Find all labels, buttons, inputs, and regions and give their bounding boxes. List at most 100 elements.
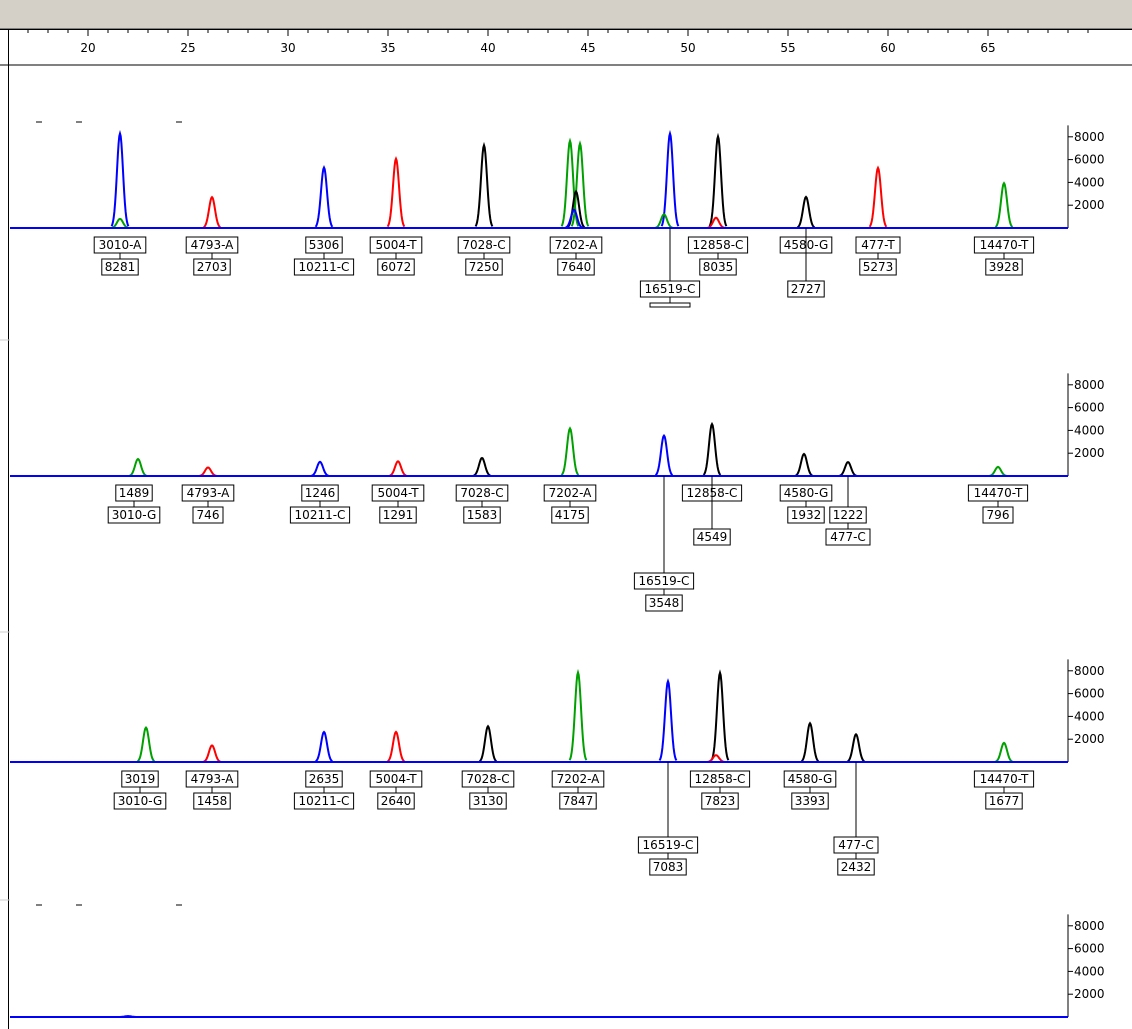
peak-label-text: 1932 — [791, 508, 822, 522]
peak-black — [710, 669, 730, 761]
peak-green — [655, 213, 673, 229]
y-tick-label: 6000 — [1074, 401, 1105, 415]
peak-label-box — [699, 258, 737, 276]
peak-black — [473, 456, 491, 477]
y-tick-label: 6000 — [1074, 942, 1105, 956]
peak-label-text: 4580-G — [784, 486, 829, 500]
peak-label-text: 5004-T — [377, 486, 419, 500]
peak-label-text: 1489 — [119, 486, 150, 500]
panels: 2000 4000 6000 8000 3010-A 8281 4793-A 2703 5306… — [0, 121, 1105, 1018]
peak-label-text: 1583 — [467, 508, 498, 522]
y-tick-label: 8000 — [1074, 378, 1105, 392]
peak-black — [796, 195, 816, 229]
peak-label-text: 16519-C — [643, 838, 694, 852]
ruler-tick-label: 20 — [80, 41, 95, 55]
peak-labels: 3019 3010-G 4793-A 1458 2635 10211-C 5004-T 264… — [113, 762, 1035, 876]
peak-label-text: 14470-T — [974, 486, 1023, 500]
peak-label-box — [859, 258, 897, 276]
peak-black — [847, 732, 865, 763]
peak-red — [389, 460, 407, 477]
peak-label-box — [649, 858, 687, 876]
y-tick-label: 4000 — [1074, 175, 1105, 189]
peak-label-text: 5004-T — [375, 772, 417, 786]
peak-black — [478, 724, 498, 763]
peak-label-box — [645, 594, 683, 612]
peak-label-box — [293, 792, 355, 810]
peak-label-box — [379, 506, 417, 524]
peak-label-text: 477-C — [830, 530, 866, 544]
y-tick-label: 2000 — [1074, 732, 1105, 746]
peak-label-box — [982, 506, 1014, 524]
peak-label-box — [837, 858, 875, 876]
y-axis: 2000 4000 6000 8000 — [1067, 373, 1105, 476]
peak-black — [474, 141, 494, 227]
peak-green — [560, 426, 580, 476]
peak-red — [707, 754, 725, 763]
peak-label-text: 1291 — [383, 508, 414, 522]
x-axis-ruler: 20 25 30 35 40 45 50 55 60 65 — [0, 29, 1132, 1029]
peak-red — [707, 216, 725, 229]
peak-label-text: 7250 — [469, 260, 500, 274]
peak-label-text: 5306 — [309, 238, 340, 252]
peak-labels: 1489 3010-G 4793-A 746 1246 10211-C 5004-T 1291… — [107, 476, 1029, 612]
peak-label-text: 3010-A — [99, 238, 143, 252]
y-axis: 2000 4000 6000 8000 — [1067, 914, 1105, 1017]
peak-label-text: 3548 — [649, 596, 680, 610]
peak-red — [386, 156, 406, 228]
peaks — [129, 421, 1007, 477]
peak-label-box — [101, 258, 139, 276]
peak-label-box — [985, 792, 1023, 810]
peak-label-text: 14470-T — [980, 772, 1029, 786]
peak-label-text: 7640 — [561, 260, 592, 274]
ruler-tick-label: 60 — [880, 41, 895, 55]
peak-label-text: 1677 — [989, 794, 1020, 808]
peak-label-text: 16519-C — [645, 282, 696, 296]
peak-label-box — [469, 792, 507, 810]
y-tick-label: 8000 — [1074, 130, 1105, 144]
ruler-tick-label: 45 — [580, 41, 595, 55]
peak-black — [795, 452, 813, 477]
peak-label-text: 6072 — [381, 260, 412, 274]
peak-label-text: 2640 — [381, 794, 412, 808]
peak-blue — [311, 460, 329, 477]
peak-green — [570, 140, 590, 227]
peak-label-text: 2432 — [841, 860, 872, 874]
peak-black — [839, 461, 857, 477]
peak-label-text: 1458 — [197, 794, 228, 808]
peak-label-text: 10211-C — [299, 794, 350, 808]
peak-label-text: 4793-A — [191, 772, 235, 786]
y-tick-label: 2000 — [1074, 446, 1105, 460]
peak-red — [203, 744, 221, 763]
peak-blue — [565, 208, 583, 229]
peak-label-text: 7202-A — [555, 238, 599, 252]
peak-label-text: 3928 — [989, 260, 1020, 274]
clipped-label-box — [649, 302, 691, 308]
panel-1: 2000 4000 6000 8000 3010-A 8281 4793-A 2703 5306… — [0, 125, 1105, 341]
peak-label-text: 7028-C — [466, 772, 509, 786]
peak-label-text: 5004-T — [375, 238, 417, 252]
peak-blue — [110, 129, 130, 227]
peak-label-box — [192, 506, 224, 524]
peak-label-text: 12858-C — [695, 772, 746, 786]
peak-label-text: 16519-C — [639, 574, 690, 588]
peak-label-text: 4793-A — [191, 238, 235, 252]
peak-label-text: 477-C — [838, 838, 874, 852]
peak-label-box — [551, 506, 589, 524]
ruler-tick-label: 40 — [480, 41, 495, 55]
y-tick-label: 4000 — [1074, 709, 1105, 723]
panel-2: 200040006000800014893010-G4793-A74612461… — [0, 373, 1105, 633]
peak-label-box — [701, 792, 739, 810]
peak-label-text: 4793-A — [187, 486, 231, 500]
y-axis: 2000 4000 6000 8000 — [1067, 659, 1105, 762]
ruler-tick-label: 25 — [180, 41, 195, 55]
peak-label-box — [463, 506, 501, 524]
peak-label-box — [107, 506, 161, 524]
title-bar — [0, 0, 1132, 29]
peak-label-text: 4549 — [697, 530, 728, 544]
peak-label-text: 8035 — [703, 260, 734, 274]
peak-label-box — [787, 280, 825, 298]
peak-green — [136, 725, 156, 763]
peak-label-box — [193, 792, 231, 810]
peak-green — [994, 181, 1014, 228]
peak-green — [989, 465, 1007, 477]
